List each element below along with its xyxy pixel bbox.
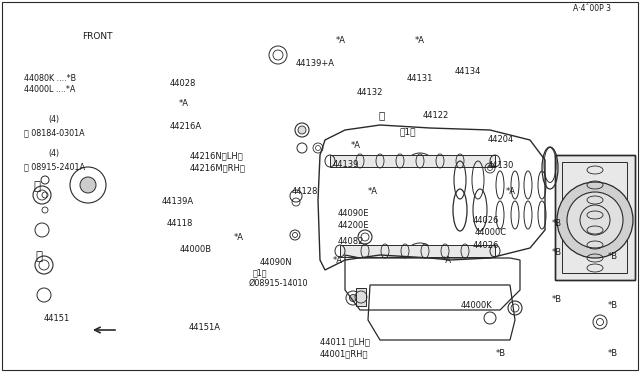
Text: Ⓑ: Ⓑ xyxy=(35,250,42,263)
Text: 44216A: 44216A xyxy=(170,122,202,131)
Text: FRONT: FRONT xyxy=(82,32,113,41)
Text: 、1。: 、1。 xyxy=(400,128,417,137)
Text: 44200E: 44200E xyxy=(338,221,369,230)
Text: *B: *B xyxy=(552,219,562,228)
Text: 44001〈RH〉: 44001〈RH〉 xyxy=(320,349,369,358)
Text: 44026: 44026 xyxy=(472,241,499,250)
Text: 44000C: 44000C xyxy=(475,228,507,237)
Text: 44011 〈LH〉: 44011 〈LH〉 xyxy=(320,338,370,347)
Text: 44000B: 44000B xyxy=(179,246,211,254)
Text: *A: *A xyxy=(336,36,346,45)
Text: *A: *A xyxy=(179,99,189,108)
Bar xyxy=(555,155,635,280)
Text: 44139: 44139 xyxy=(333,160,359,169)
Text: 44139+A: 44139+A xyxy=(296,59,335,68)
Text: 44204: 44204 xyxy=(488,135,514,144)
Text: (4): (4) xyxy=(48,115,59,124)
Bar xyxy=(562,162,627,273)
Text: 44130: 44130 xyxy=(488,161,514,170)
Text: 44131: 44131 xyxy=(406,74,433,83)
Circle shape xyxy=(567,192,623,248)
Text: 44028: 44028 xyxy=(170,79,196,88)
Text: *A: *A xyxy=(234,233,244,242)
Text: 44122: 44122 xyxy=(422,111,449,120)
Text: *A: *A xyxy=(368,187,378,196)
Text: *B: *B xyxy=(608,349,618,358)
Text: 44026: 44026 xyxy=(472,216,499,225)
Bar xyxy=(330,155,495,167)
Text: *B: *B xyxy=(552,295,562,304)
Text: *A: *A xyxy=(442,256,452,265)
Text: 44090E: 44090E xyxy=(338,209,369,218)
Text: 44128: 44128 xyxy=(291,187,317,196)
Text: 44151: 44151 xyxy=(44,314,70,323)
Text: 44000K: 44000K xyxy=(461,301,493,310)
Text: *B: *B xyxy=(608,301,618,310)
Text: *A: *A xyxy=(333,256,343,265)
Text: Ⓣ: Ⓣ xyxy=(33,180,40,192)
Text: 、1。: 、1。 xyxy=(253,268,268,277)
Text: *B: *B xyxy=(552,248,562,257)
Text: Ⓑ 08184-0301A: Ⓑ 08184-0301A xyxy=(24,129,85,138)
Text: *B: *B xyxy=(608,252,618,261)
Text: Ø08915-14010: Ø08915-14010 xyxy=(248,279,308,288)
Text: 44139A: 44139A xyxy=(162,198,194,206)
Circle shape xyxy=(80,177,96,193)
Text: *A: *A xyxy=(506,187,516,196)
Text: 44082: 44082 xyxy=(338,237,364,246)
Bar xyxy=(340,245,495,257)
Text: *B: *B xyxy=(496,349,506,358)
Text: 44000L ....*A: 44000L ....*A xyxy=(24,85,76,94)
Text: 44132: 44132 xyxy=(357,88,383,97)
Polygon shape xyxy=(368,285,515,340)
Text: (4): (4) xyxy=(48,149,59,158)
Polygon shape xyxy=(318,125,545,270)
Text: 44151A: 44151A xyxy=(189,323,221,332)
Text: 44090N: 44090N xyxy=(259,258,292,267)
Text: Ⓣ 08915-2401A: Ⓣ 08915-2401A xyxy=(24,162,85,171)
Text: *A: *A xyxy=(351,141,361,150)
Text: 44118: 44118 xyxy=(166,219,193,228)
Text: 44216M〈RH〉: 44216M〈RH〉 xyxy=(189,163,245,172)
Text: Ⓥ: Ⓥ xyxy=(379,110,385,120)
Bar xyxy=(555,155,635,280)
Bar xyxy=(356,288,366,306)
Polygon shape xyxy=(345,255,520,310)
Text: *A: *A xyxy=(415,36,425,45)
Text: 44134: 44134 xyxy=(454,67,481,76)
Circle shape xyxy=(349,295,356,301)
Circle shape xyxy=(298,126,306,134)
Text: 44080K ....*B: 44080K ....*B xyxy=(24,74,76,83)
Text: 44216N〈LH〉: 44216N〈LH〉 xyxy=(189,151,243,160)
Circle shape xyxy=(557,182,633,258)
Text: A·4ˆ00P 3: A·4ˆ00P 3 xyxy=(573,4,611,13)
